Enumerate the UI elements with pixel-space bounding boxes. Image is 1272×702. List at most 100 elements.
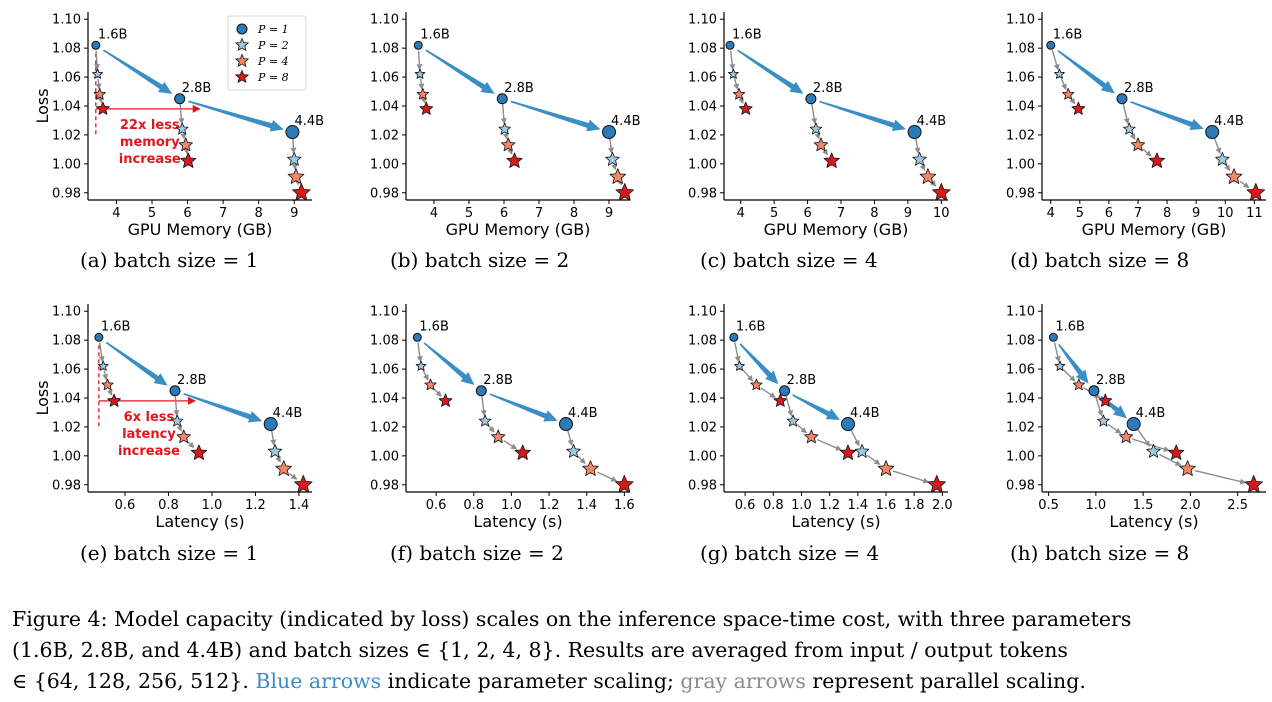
subcaption-b: (b) batch size = 2 [390,248,570,272]
model-label: 4.4B [1214,114,1244,129]
y-tick-label: 0.98 [1006,478,1035,493]
data-point-p8 [107,393,121,407]
model-label: 2.8B [787,373,817,388]
data-point-p1 [779,385,791,397]
x-tick-label: 1.4 [847,498,868,513]
panel-g-chart: 0.6 0.8 1.0 1.2 1.4 1.6 1.8 2.0 0.98 1.00 1.02 1.04… [688,304,953,531]
parallel-scaling-arrow [919,163,926,171]
x-axis-label: GPU Memory (GB) [128,220,273,239]
data-point-p8 [438,393,453,407]
parameter-scaling-arrow [425,49,495,94]
data-point-p1 [729,332,739,342]
y-axis-label: Loss [33,88,52,123]
data-point-p2 [97,360,109,371]
model-label: 1.6B [732,27,762,42]
x-axis-label: GPU Memory (GB) [446,220,591,239]
model-label: 2.8B [813,81,843,96]
x-tick-label: 1.2 [245,498,266,513]
y-tick-label: 1.06 [52,71,81,86]
legend-box [227,15,307,91]
y-tick-label: 1.04 [370,100,399,115]
y-tick-label: 1.10 [688,13,717,28]
x-axis-label: GPU Memory (GB) [1082,220,1227,239]
data-point-p4 [609,168,626,184]
y-tick-label: 1.06 [1006,363,1035,378]
data-point-p2 [728,68,739,79]
annotation-text: increase [118,444,180,459]
y-tick-label: 1.08 [52,42,81,57]
parallel-scaling-arrow [290,137,297,154]
parallel-scaling-arrow [733,78,740,90]
y-tick-label: 1.06 [52,363,81,378]
model-label: 4.4B [273,406,303,421]
x-tick-label: 0.6 [426,498,447,513]
data-point-p2 [415,360,427,371]
parallel-scaling-arrow [1062,368,1076,382]
x-tick-label: 1.0 [1086,498,1107,513]
parallel-scaling-arrow [811,103,818,125]
data-point-p8 [773,393,788,407]
panel-b-chart: 4 5 6 7 8 9 0.98 1.00 1.02 1.04 1.06 1.08 1.10 GPU Me… [370,12,641,239]
data-point-p2 [734,360,745,371]
data-point-p8 [419,101,434,115]
parallel-scaling-arrow [1107,423,1122,434]
data-point-p4 [1179,460,1196,476]
data-point-p4 [176,429,191,444]
data-point-p8 [180,152,197,168]
model-label: 1.6B [420,27,450,42]
data-point-p8 [615,183,635,201]
y-tick-label: 1.04 [52,100,81,115]
parallel-scaling-arrow [892,470,930,484]
x-tick-label: 1.2 [819,498,840,513]
y-tick-label: 1.06 [370,363,399,378]
subcaption-d: (d) batch size = 8 [1010,248,1190,272]
data-point-p2 [786,414,800,427]
x-tick-label: 8 [255,206,263,221]
data-point-p2 [1215,151,1230,166]
data-point-p1 [412,332,422,342]
y-tick-label: 1.10 [370,13,399,28]
parallel-scaling-arrow [106,389,113,396]
y-tick-label: 1.04 [688,392,717,407]
y-tick-label: 1.08 [370,334,399,349]
parallel-scaling-arrow [480,396,487,417]
x-tick-label: 4 [112,206,120,221]
model-label: 4.4B [611,114,641,129]
parallel-scaling-arrow [1051,50,1060,71]
x-tick-label: 0.8 [763,498,784,513]
model-label: 2.8B [483,373,513,388]
y-tick-label: 0.98 [688,186,717,201]
parameter-scaling-arrow [105,341,168,386]
data-point-p8 [96,101,110,115]
data-point-p1 [1126,417,1141,432]
data-point-p1 [1048,332,1058,342]
data-point-p2 [478,414,492,427]
parallel-scaling-arrow [738,97,744,104]
data-point-p8 [1071,101,1086,115]
caption-line-2: (1.6B, 2.8B, and 4.4B) and batch sizes ∈… [12,638,1068,662]
y-tick-label: 1.00 [1006,449,1035,464]
y-tick-label: 1.04 [1006,392,1035,407]
data-point-p4 [275,460,292,476]
data-point-p1 [559,417,573,432]
model-label: 1.6B [1055,319,1085,334]
y-tick-label: 1.08 [688,334,717,349]
parallel-scaling-arrow [500,104,507,125]
y-tick-label: 1.02 [370,128,399,143]
data-point-p1 [169,385,181,397]
caption-gray-arrows: gray arrows [680,669,806,693]
parallel-scaling-arrow [187,441,195,449]
parallel-scaling-arrow [1122,103,1130,125]
x-tick-label: 4 [430,206,438,221]
parallel-scaling-arrow [734,342,741,363]
data-point-p2 [605,151,620,166]
annotation-text: increase [119,152,181,167]
y-axis-label: Loss [33,380,52,415]
data-point-p4 [1130,137,1146,152]
data-point-p1 [1116,93,1128,105]
parameter-scaling-arrow [489,393,558,422]
parallel-scaling-arrow [502,132,509,140]
data-point-p4 [93,88,106,100]
x-tick-label: 9 [290,206,298,221]
data-point-p4 [1118,429,1134,444]
